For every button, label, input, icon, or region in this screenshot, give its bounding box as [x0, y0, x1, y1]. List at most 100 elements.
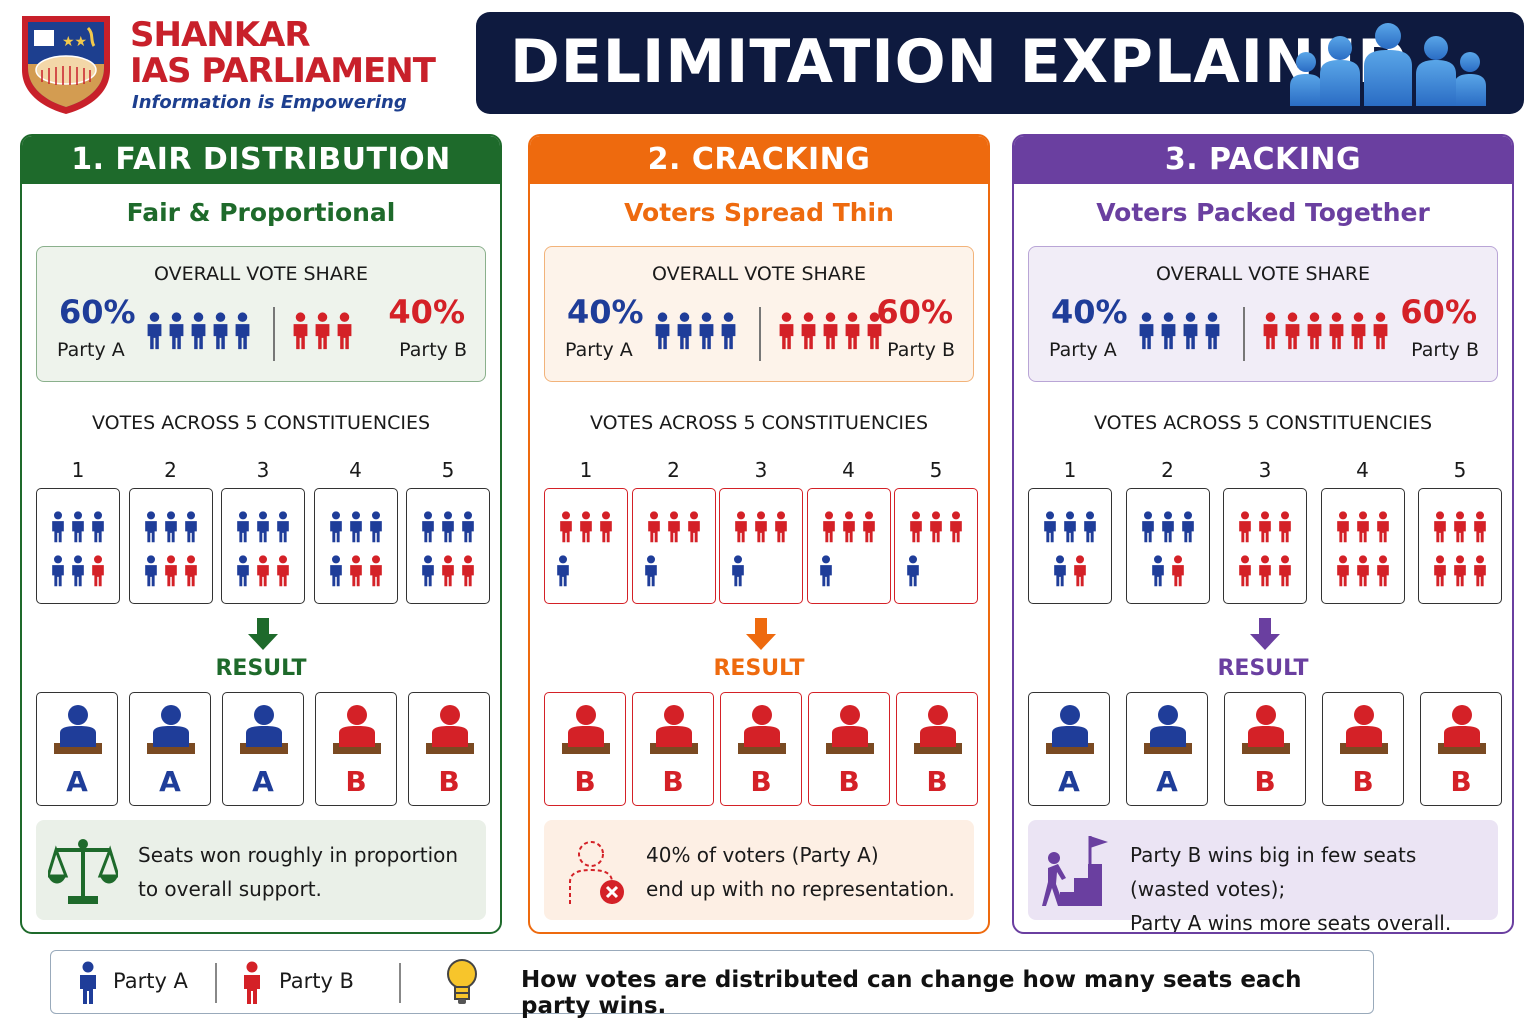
party-b-voter-icon [1239, 555, 1251, 587]
constituency-number: 4 [842, 458, 855, 482]
party-b-voter-icon [1434, 511, 1446, 543]
party-a-voter-icon [907, 555, 919, 587]
voter-row [895, 553, 977, 589]
party-a-voter-icon [1151, 555, 1164, 587]
panel-3: 3. PACKING Voters Packed Together OVERAL… [1012, 134, 1514, 934]
constituency-number: 2 [1161, 458, 1174, 482]
party-a-voter-icon [644, 555, 657, 587]
party-b-seat-icon [333, 705, 381, 754]
party-a-person-icon [213, 312, 228, 350]
arrow-down-icon [1250, 618, 1280, 650]
note-line-2: to overall support. [138, 877, 322, 901]
party-a-person-icon [721, 312, 736, 350]
party-b-share-people [291, 305, 354, 359]
note-line-1: Seats won roughly in proportion [138, 843, 459, 867]
constituency-box [128, 488, 213, 604]
seat-result-box: B [808, 692, 890, 806]
party-b-voter-icon [1171, 555, 1184, 587]
voter-row [1224, 509, 1306, 545]
seat-result-box: A [1126, 692, 1208, 806]
party-a-voter-icon [1141, 511, 1154, 543]
party-b-seat-icon [914, 705, 962, 754]
party-a-voter-icon [1084, 511, 1096, 543]
note-text: Seats won roughly in proportion to overa… [138, 838, 476, 906]
voter-row [37, 553, 119, 589]
party-b-voter-icon [842, 511, 855, 543]
party-b-seat-icon [426, 705, 474, 754]
seat-winner-letter: B [574, 765, 596, 798]
party-b-voter-icon [1279, 555, 1291, 587]
party-b-voter-icon [667, 511, 680, 543]
arrow-down-icon [746, 618, 776, 650]
explanation-note: Party B wins big in few seats (wasted vo… [1028, 820, 1498, 932]
voter-row [545, 553, 627, 589]
party-b-voter-icon [930, 511, 942, 543]
party-a-voter-icon [422, 511, 434, 543]
right-percentage: 60% [876, 293, 953, 331]
constituency-box [631, 488, 716, 604]
party-a-seat-icon [147, 705, 195, 754]
party-a-person-icon [655, 312, 670, 350]
party-a-seat-icon [54, 705, 102, 754]
party-a-voter-icon [92, 511, 104, 543]
voter-row [545, 509, 627, 545]
party-b-voter-icon [1434, 555, 1446, 587]
party-a-voter-icon [237, 555, 249, 587]
voter-row [130, 553, 212, 589]
seat-result-box: B [1420, 692, 1502, 806]
party-a-person-icon [191, 312, 206, 350]
party-b-person-icon [1373, 312, 1388, 350]
party-b-voter-icon [277, 555, 289, 587]
seat-result-box: A [222, 692, 304, 806]
party-a-voter-icon [349, 511, 362, 543]
constituency-number: 1 [579, 458, 593, 482]
panel-heading: 2. CRACKING [530, 136, 988, 184]
right-percentage: 60% [1400, 293, 1477, 331]
left-percentage: 60% [59, 293, 136, 331]
party-b-voter-icon [349, 555, 362, 587]
lightbulb-icon [447, 959, 477, 1004]
constituency-number: 5 [929, 458, 943, 482]
voter-row [407, 553, 489, 589]
party-a-person-icon [235, 312, 250, 350]
party-a-voter-icon [422, 555, 434, 587]
vote-share-box: OVERALL VOTE SHARE 40% Party A 60% Party… [544, 246, 974, 382]
party-b-seat-icon [1438, 705, 1486, 754]
note-line-2: end up with no representation. [646, 877, 955, 901]
party-b-person-icon [1351, 312, 1366, 350]
party-a-voter-icon [164, 511, 177, 543]
party-b-person-icon [801, 312, 816, 350]
party-b-person-icon [244, 961, 260, 1004]
voter-row [1224, 553, 1306, 589]
party-a-person-icon [699, 312, 714, 350]
party-b-voter-icon [1454, 511, 1466, 543]
voter-row [720, 553, 802, 589]
seat-result-box: A [129, 692, 211, 806]
party-b-voter-icon [687, 511, 700, 543]
note-text: Party B wins big in few seats (wasted vo… [1130, 838, 1488, 932]
page-title: DELIMITATION EXPLAINED [510, 27, 1409, 97]
party-a-share-people [653, 305, 738, 359]
party-a-voter-icon [732, 555, 744, 587]
seat-winner-letter: B [838, 765, 860, 798]
seat-result-box: B [1224, 692, 1306, 806]
party-a-voter-icon [1064, 511, 1076, 543]
voter-row [1127, 509, 1209, 545]
seat-result-box: A [1028, 692, 1110, 806]
voter-row [37, 509, 119, 545]
party-b-person-icon [337, 312, 352, 350]
constituency-box [1418, 488, 1502, 604]
party-b-voter-icon [822, 511, 835, 543]
party-a-voter-icon [52, 555, 64, 587]
seat-result-box: B [408, 692, 490, 806]
seat-winner-letter: A [1058, 765, 1080, 798]
party-a-share-people [1137, 305, 1222, 359]
seat-result-box: A [36, 692, 118, 806]
party-a-person-icon [147, 312, 162, 350]
party-b-voter-icon [1454, 555, 1466, 587]
no-representation-icon [569, 841, 624, 904]
party-a-person-icon [169, 312, 184, 350]
constituency-box [221, 488, 305, 604]
party-a-person-icon [1183, 312, 1198, 350]
panel-2: 2. CRACKING Voters Spread Thin OVERALL V… [528, 134, 990, 934]
